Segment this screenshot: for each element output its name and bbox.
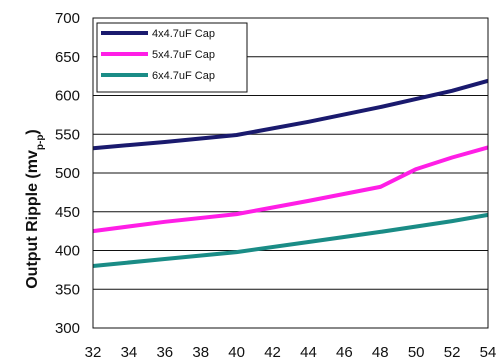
y-axis-label-close: ) (24, 129, 41, 134)
legend: 4x4.7uF Cap 5x4.7uF Cap 6x4.7uF Cap (96, 22, 248, 93)
x-tick-label: 46 (336, 344, 353, 361)
y-tick-label: 700 (55, 10, 80, 27)
x-axis-ticks: 32 34 36 38 40 42 44 46 48 50 52 54 (85, 344, 497, 361)
y-tick-label: 600 (55, 88, 80, 105)
y-tick-label: 450 (55, 204, 80, 221)
series-group (92, 78, 489, 268)
plot-area-frame (92, 17, 489, 329)
legend-label-1: 4x4.7uF Cap (152, 28, 215, 40)
y-tick-label: 550 (55, 126, 80, 143)
x-tick-label: 40 (228, 344, 245, 361)
y-tick-label: 400 (55, 243, 80, 260)
x-tick-label: 48 (372, 344, 389, 361)
y-axis-label-main: Output Ripple (mv (24, 150, 41, 289)
legend-label-3: 6x4.7uF Cap (152, 70, 215, 82)
y-tick-label: 500 (55, 165, 80, 182)
x-tick-label: 54 (480, 344, 497, 361)
series-line-1 (92, 78, 489, 151)
x-tick-label: 34 (121, 344, 138, 361)
x-tick-label: 50 (408, 344, 425, 361)
y-tick-label: 300 (55, 320, 80, 337)
x-tick-label: 36 (156, 344, 173, 361)
x-tick-label: 42 (264, 344, 281, 361)
y-tick-label: 650 (55, 49, 80, 66)
series-line-3 (92, 212, 489, 268)
legend-label-2: 5x4.7uF Cap (152, 49, 215, 61)
series-line-2 (92, 145, 489, 234)
y-axis-label: Output Ripple (mvp-p) (24, 129, 46, 289)
x-tick-label: 38 (192, 344, 209, 361)
y-tick-label: 350 (55, 281, 80, 298)
x-tick-label: 52 (444, 344, 461, 361)
y-axis-label-subscript: p-p (35, 135, 46, 151)
x-tick-label: 32 (85, 344, 102, 361)
x-tick-label: 44 (300, 344, 317, 361)
y-axis-ticks: 300 350 400 450 500 550 600 650 700 (55, 10, 80, 337)
